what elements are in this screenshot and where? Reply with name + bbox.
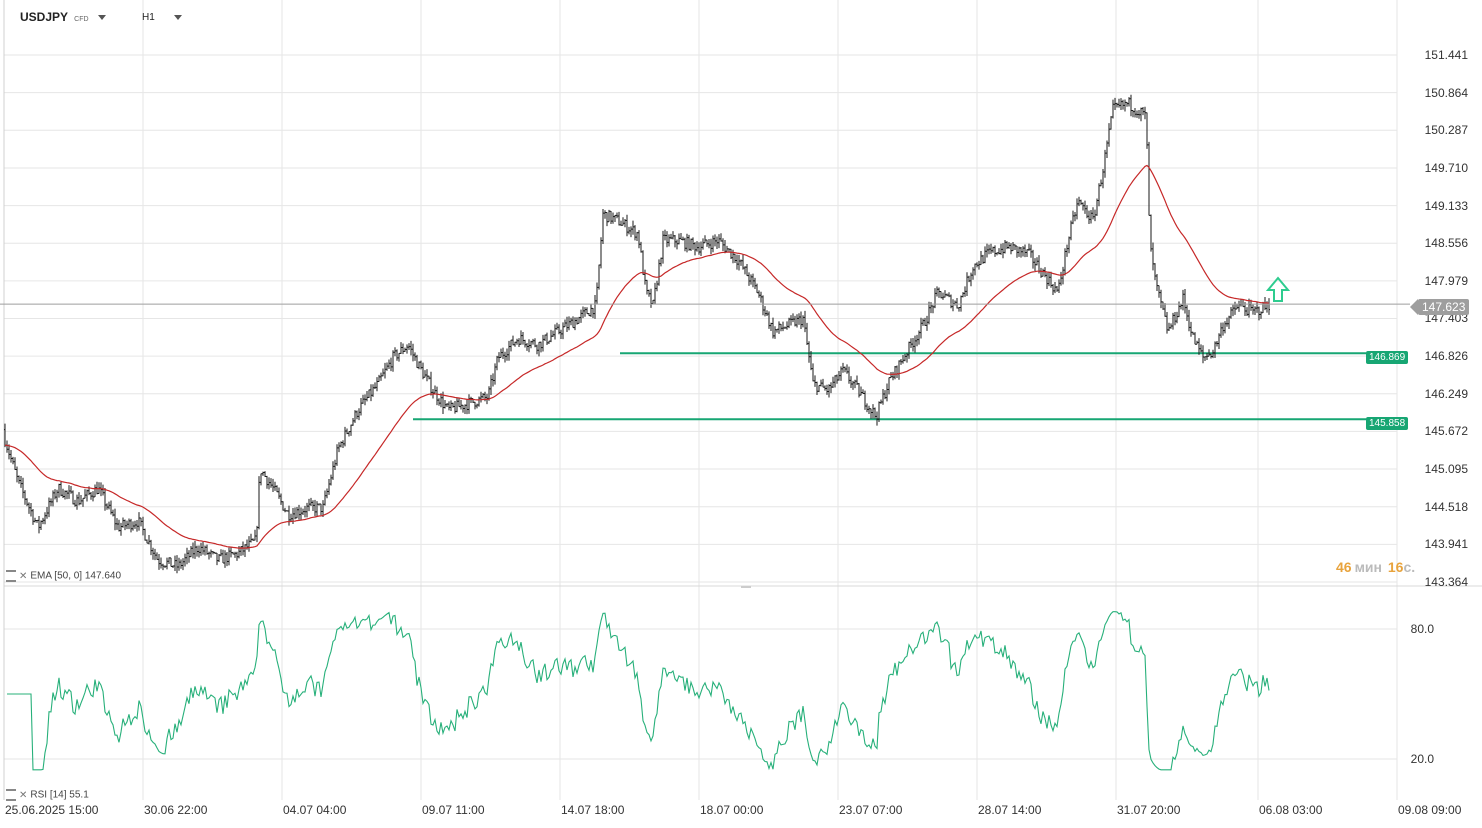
rsi-tick-label: 80.0 [1410,622,1434,636]
grid [3,0,1482,800]
ema-line [4,164,1270,549]
price-tick-label: 151.441 [1424,48,1468,62]
price-tick-label: 145.095 [1424,462,1468,477]
time-tick-label: 09.07 11:00 [422,803,485,817]
symbol-label: USDJPY [20,10,68,24]
timeframe-selector[interactable]: H1 [142,12,182,23]
time-tick-label: 28.07 14:00 [978,803,1042,817]
up-arrow-shape [1265,276,1291,302]
pane-resize-handle[interactable] [741,586,751,588]
rsi-line [7,611,1270,771]
time-tick-label: 23.07 07:00 [839,803,903,817]
instrument-type-label: CFD [74,16,89,23]
time-tick-label: 04.07 04:00 [283,803,347,817]
time-tick-label: 06.08 03:00 [1259,803,1323,817]
time-tick-label: 18.07 00:00 [700,803,764,817]
price-tick-label: 150.287 [1424,123,1468,138]
timer-minutes: 46 [1336,559,1352,575]
chevron-down-icon [173,14,182,20]
price-tick-label: 149.710 [1424,160,1468,175]
ema-label-text: EMA [50, 0] 147.640 [30,570,122,582]
level-badge-1: 146.869 [1366,351,1409,364]
time-tick-label: 31.07 20:00 [1117,803,1181,817]
price-tick-label: 144.518 [1424,499,1468,514]
level-badge-2: 145.858 [1366,417,1409,430]
current-price-badge: 147.623 [1418,299,1470,315]
ema-indicator-label[interactable]: ✕ EMA [50, 0] 147.640 [6,570,121,582]
rsi-indicator-label[interactable]: ✕ RSI [14] 55.1 [6,789,89,801]
price-tick-label: 148.556 [1424,236,1468,251]
price-tick-label: 146.249 [1424,386,1468,401]
price-tick-label: 143.941 [1424,537,1468,552]
symbol-selector[interactable]: USDJPY CFD [20,10,106,24]
close-icon[interactable]: ✕ [19,789,28,801]
current-price-value: 147.623 [1422,300,1466,314]
timeframe-label: H1 [142,12,155,23]
price-tick-label: 143.364 [1424,575,1468,589]
rsi-label-text: RSI [14] 55.1 [30,789,89,801]
support-levels [413,352,1366,421]
chevron-down-icon [97,15,106,21]
time-tick-label: 09.08 09:00 [1398,803,1462,817]
timer-minutes-unit: мин [1354,559,1382,575]
candlestick-series [4,94,1270,574]
time-tick-label: 30.06 22:00 [144,803,208,817]
settings-icon[interactable] [6,570,16,582]
price-tick-label: 145.672 [1424,424,1468,439]
price-tick-label: 149.133 [1424,198,1468,213]
time-tick-label: 25.06.2025 15:00 [5,803,99,817]
current-price-pointer [1410,299,1418,315]
price-tick-label: 146.826 [1424,349,1468,364]
price-tick-label: 147.979 [1424,273,1468,288]
price-tick-label: 150.864 [1424,85,1468,100]
timer-seconds-unit: с. [1403,559,1416,575]
candle-timer: 46 мин 16с. [1336,559,1415,575]
close-icon[interactable]: ✕ [19,570,28,582]
time-tick-label: 14.07 18:00 [561,803,625,817]
settings-icon[interactable] [6,789,16,801]
rsi-tick-label: 20.0 [1410,752,1434,766]
up-arrow-icon[interactable] [1265,276,1291,302]
timer-seconds: 16 [1387,559,1404,575]
